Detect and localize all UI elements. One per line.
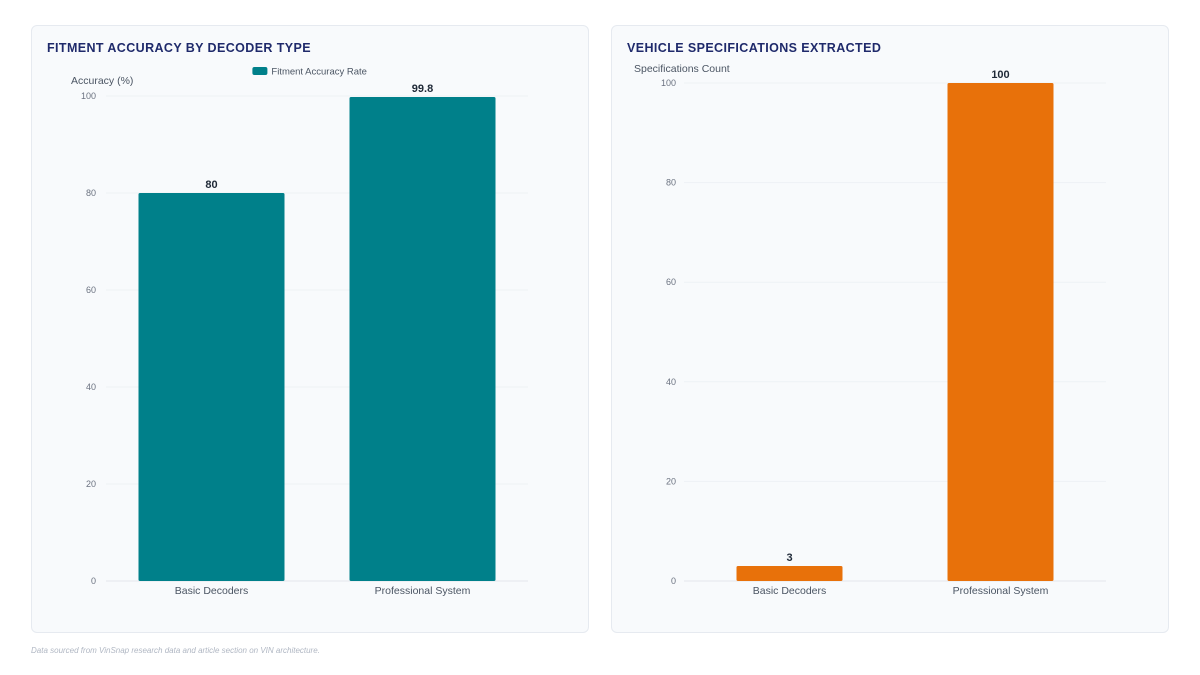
y-tick-label: 60 xyxy=(86,285,96,295)
bar-value-label: 80 xyxy=(205,179,217,191)
x-tick-label: Professional System xyxy=(953,585,1049,597)
x-tick-label: Basic Decoders xyxy=(753,585,827,597)
bar xyxy=(947,83,1054,581)
footnote: Data sourced from VinSnap research data … xyxy=(31,646,320,655)
specs-chart-title: VEHICLE SPECIFICATIONS EXTRACTED xyxy=(627,41,882,55)
specs-chart: 0 20 40 60 80 100 Specifications Count 3 Basic D… xyxy=(634,63,1106,597)
specs-chart-panel: VEHICLE SPECIFICATIONS EXTRACTED 0 20 40 60… xyxy=(611,25,1169,633)
y-tick-label: 40 xyxy=(86,382,96,392)
bar xyxy=(349,96,496,581)
accuracy-chart: 0 20 40 60 80 100 Accuracy (%) Fitment Accuracy… xyxy=(71,67,528,597)
bar-value-label: 100 xyxy=(991,69,1009,81)
bar-value-label: 3 xyxy=(786,552,792,564)
bar xyxy=(138,193,285,581)
y-tick-label: 40 xyxy=(666,377,676,387)
legend-label: Fitment Accuracy Rate xyxy=(271,67,367,78)
bar-value-label: 99.8 xyxy=(412,83,433,95)
accuracy-chart-title: FITMENT ACCURACY BY DECODER TYPE xyxy=(47,41,311,55)
y-tick-label: 100 xyxy=(81,91,96,101)
bar xyxy=(736,566,843,581)
legend-swatch xyxy=(252,67,268,75)
y-tick-label: 0 xyxy=(671,576,676,586)
y-tick-label: 20 xyxy=(86,479,96,489)
y-tick-label: 20 xyxy=(666,476,676,486)
y-tick-label: 80 xyxy=(86,188,96,198)
y-axis-title: Specifications Count xyxy=(634,63,730,75)
y-tick-label: 80 xyxy=(666,178,676,188)
y-tick-label: 100 xyxy=(661,78,676,88)
y-tick-label: 60 xyxy=(666,277,676,287)
x-tick-label: Basic Decoders xyxy=(175,585,249,597)
accuracy-chart-panel: FITMENT ACCURACY BY DECODER TYPE 0 20 40 60… xyxy=(31,25,589,633)
x-tick-label: Professional System xyxy=(375,585,471,597)
y-tick-label: 0 xyxy=(91,576,96,586)
y-axis-title: Accuracy (%) xyxy=(71,75,133,87)
